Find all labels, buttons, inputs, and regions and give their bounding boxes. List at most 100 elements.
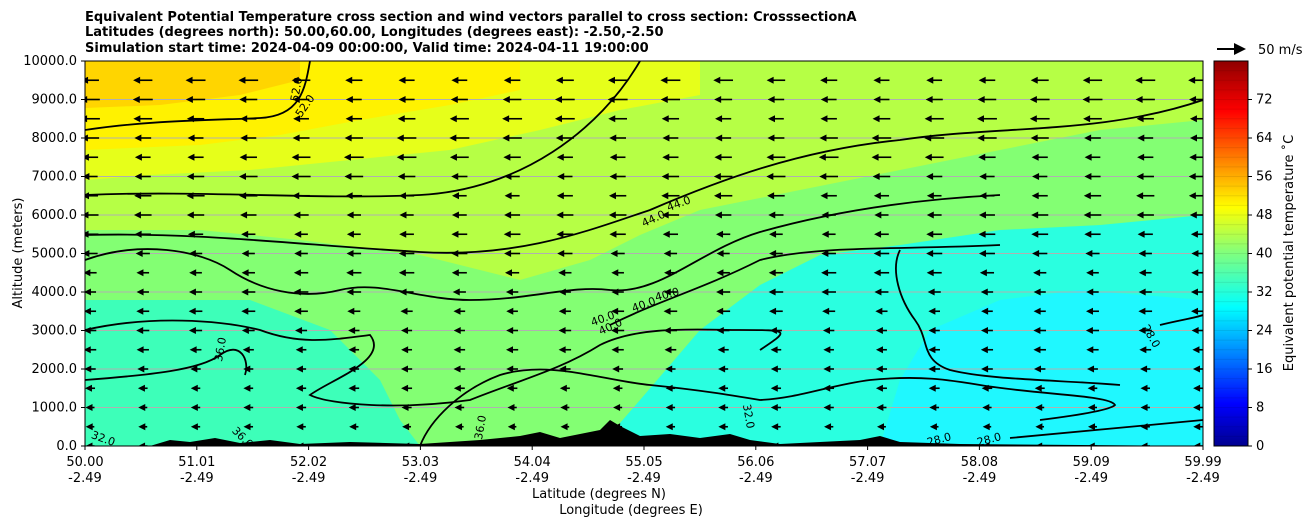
wind-arrow [771, 423, 781, 431]
contour-label: 52.0 [288, 76, 305, 102]
x-axis-ticks: 50.00-2.4951.01-2.4952.02-2.4953.03-2.49… [66, 446, 1222, 486]
wind-arrow [664, 346, 677, 354]
wind-arrow [820, 96, 837, 103]
wind-arrow [609, 153, 626, 161]
wind-arrow [348, 384, 360, 392]
contour-28 [1009, 419, 1203, 439]
wind-arrow [294, 307, 308, 315]
wind-arrow [1189, 153, 1203, 161]
wind-arrow [613, 404, 623, 411]
wind-arrow [1083, 211, 1102, 219]
wind-arrow [85, 115, 100, 123]
wind-arrow [187, 153, 204, 161]
wind-arrow [135, 250, 150, 257]
y-tick-label: 0.0 [56, 439, 77, 454]
wind-arrow [241, 288, 256, 296]
wind-arrow [1035, 423, 1045, 431]
wind-arrow [556, 192, 573, 200]
wind-arrow [981, 365, 993, 373]
wind-arrow [560, 404, 570, 411]
x-tick-label-lat: 52.02 [290, 455, 327, 470]
wind-arrow [824, 442, 834, 446]
wind-arrow [136, 307, 150, 315]
x-tick-label-lon: -2.49 [515, 471, 549, 486]
chart-title-line-2: Latitudes (degrees north): 50.00,60.00, … [85, 25, 664, 40]
wind-arrow [85, 423, 95, 431]
wind-arrow [1087, 365, 1098, 373]
contour-label: 40.0 [654, 285, 681, 304]
x-tick-label-lon: -2.49 [739, 471, 773, 486]
colorbar-tick-label: 56 [1256, 170, 1273, 185]
wind-arrow [1035, 404, 1045, 411]
wind-arrow [346, 250, 362, 257]
wind-arrow [190, 442, 201, 446]
wind-arrow [1029, 115, 1050, 123]
wind-arrow [186, 173, 205, 180]
wind-arrow [1084, 230, 1101, 238]
wind-arrow [293, 211, 309, 219]
wind-arrow [766, 76, 786, 84]
wind-arrow [1191, 250, 1203, 257]
wind-arrow [398, 76, 415, 84]
wind-arrow [1031, 230, 1049, 238]
wind-arrow [400, 365, 413, 373]
wind-arrow [1140, 404, 1150, 411]
wind-arrow [398, 192, 415, 200]
wind-arrow [451, 250, 468, 257]
wind-arrow [558, 307, 571, 315]
wind-arrow [506, 327, 519, 334]
y-gridlines [85, 61, 1203, 446]
wind-arrow [1086, 269, 1099, 277]
wind-arrow [766, 153, 786, 161]
contour-38 [85, 319, 782, 407]
wind-arrow [769, 327, 782, 334]
wind-arrow [1190, 134, 1203, 142]
wind-arrow [1191, 327, 1203, 334]
wind-arrow [504, 250, 521, 257]
wind-arrow [713, 192, 733, 200]
wind-arrow [875, 327, 887, 334]
wind-arrow [928, 365, 941, 373]
wind-arrow [1087, 442, 1098, 446]
wind-arrow [924, 115, 944, 123]
wind-arrow [663, 250, 678, 257]
wind-arrow [85, 307, 97, 315]
wind-arrow [560, 423, 570, 431]
wind-arrow [718, 404, 729, 411]
wind-arrow [977, 134, 997, 142]
wind-key-label: 50 m/s [1258, 43, 1303, 58]
x-tick-label-lat: 54.04 [514, 455, 551, 470]
wind-arrow [1136, 211, 1154, 219]
wind-arrow [928, 307, 941, 315]
wind-arrow [821, 250, 836, 257]
wind-arrow [874, 211, 889, 219]
wind-arrow [453, 346, 466, 354]
colorbar-label: Equivalent potential temperature ˚C [1281, 135, 1297, 371]
x-tick-label-lat: 59.99 [1184, 455, 1221, 470]
wind-arrow [768, 211, 784, 219]
wind-arrow [348, 365, 360, 373]
wind-arrow [134, 192, 152, 200]
wind-arrow [823, 384, 835, 392]
wind-arrow [714, 153, 732, 161]
wind-arrow [241, 230, 256, 238]
y-tick-label: 4000.0 [32, 285, 78, 300]
wind-arrow [85, 327, 97, 334]
wind-arrow [137, 384, 148, 392]
wind-arrow [1191, 269, 1203, 277]
wind-arrow [85, 384, 96, 392]
wind-arrow [1135, 76, 1156, 84]
wind-arrow [504, 173, 520, 180]
wind-arrow [978, 76, 996, 84]
wind-arrow [612, 384, 623, 392]
wind-arrow [716, 269, 730, 277]
wind-arrow [85, 442, 95, 446]
wind-arrow [186, 211, 205, 219]
wind-arrow [85, 211, 99, 219]
wind-arrow [134, 153, 151, 161]
wind-arrow [716, 288, 731, 296]
wind-arrow [611, 269, 624, 277]
wind-arrow [503, 230, 521, 238]
wind-arrow [874, 288, 889, 296]
